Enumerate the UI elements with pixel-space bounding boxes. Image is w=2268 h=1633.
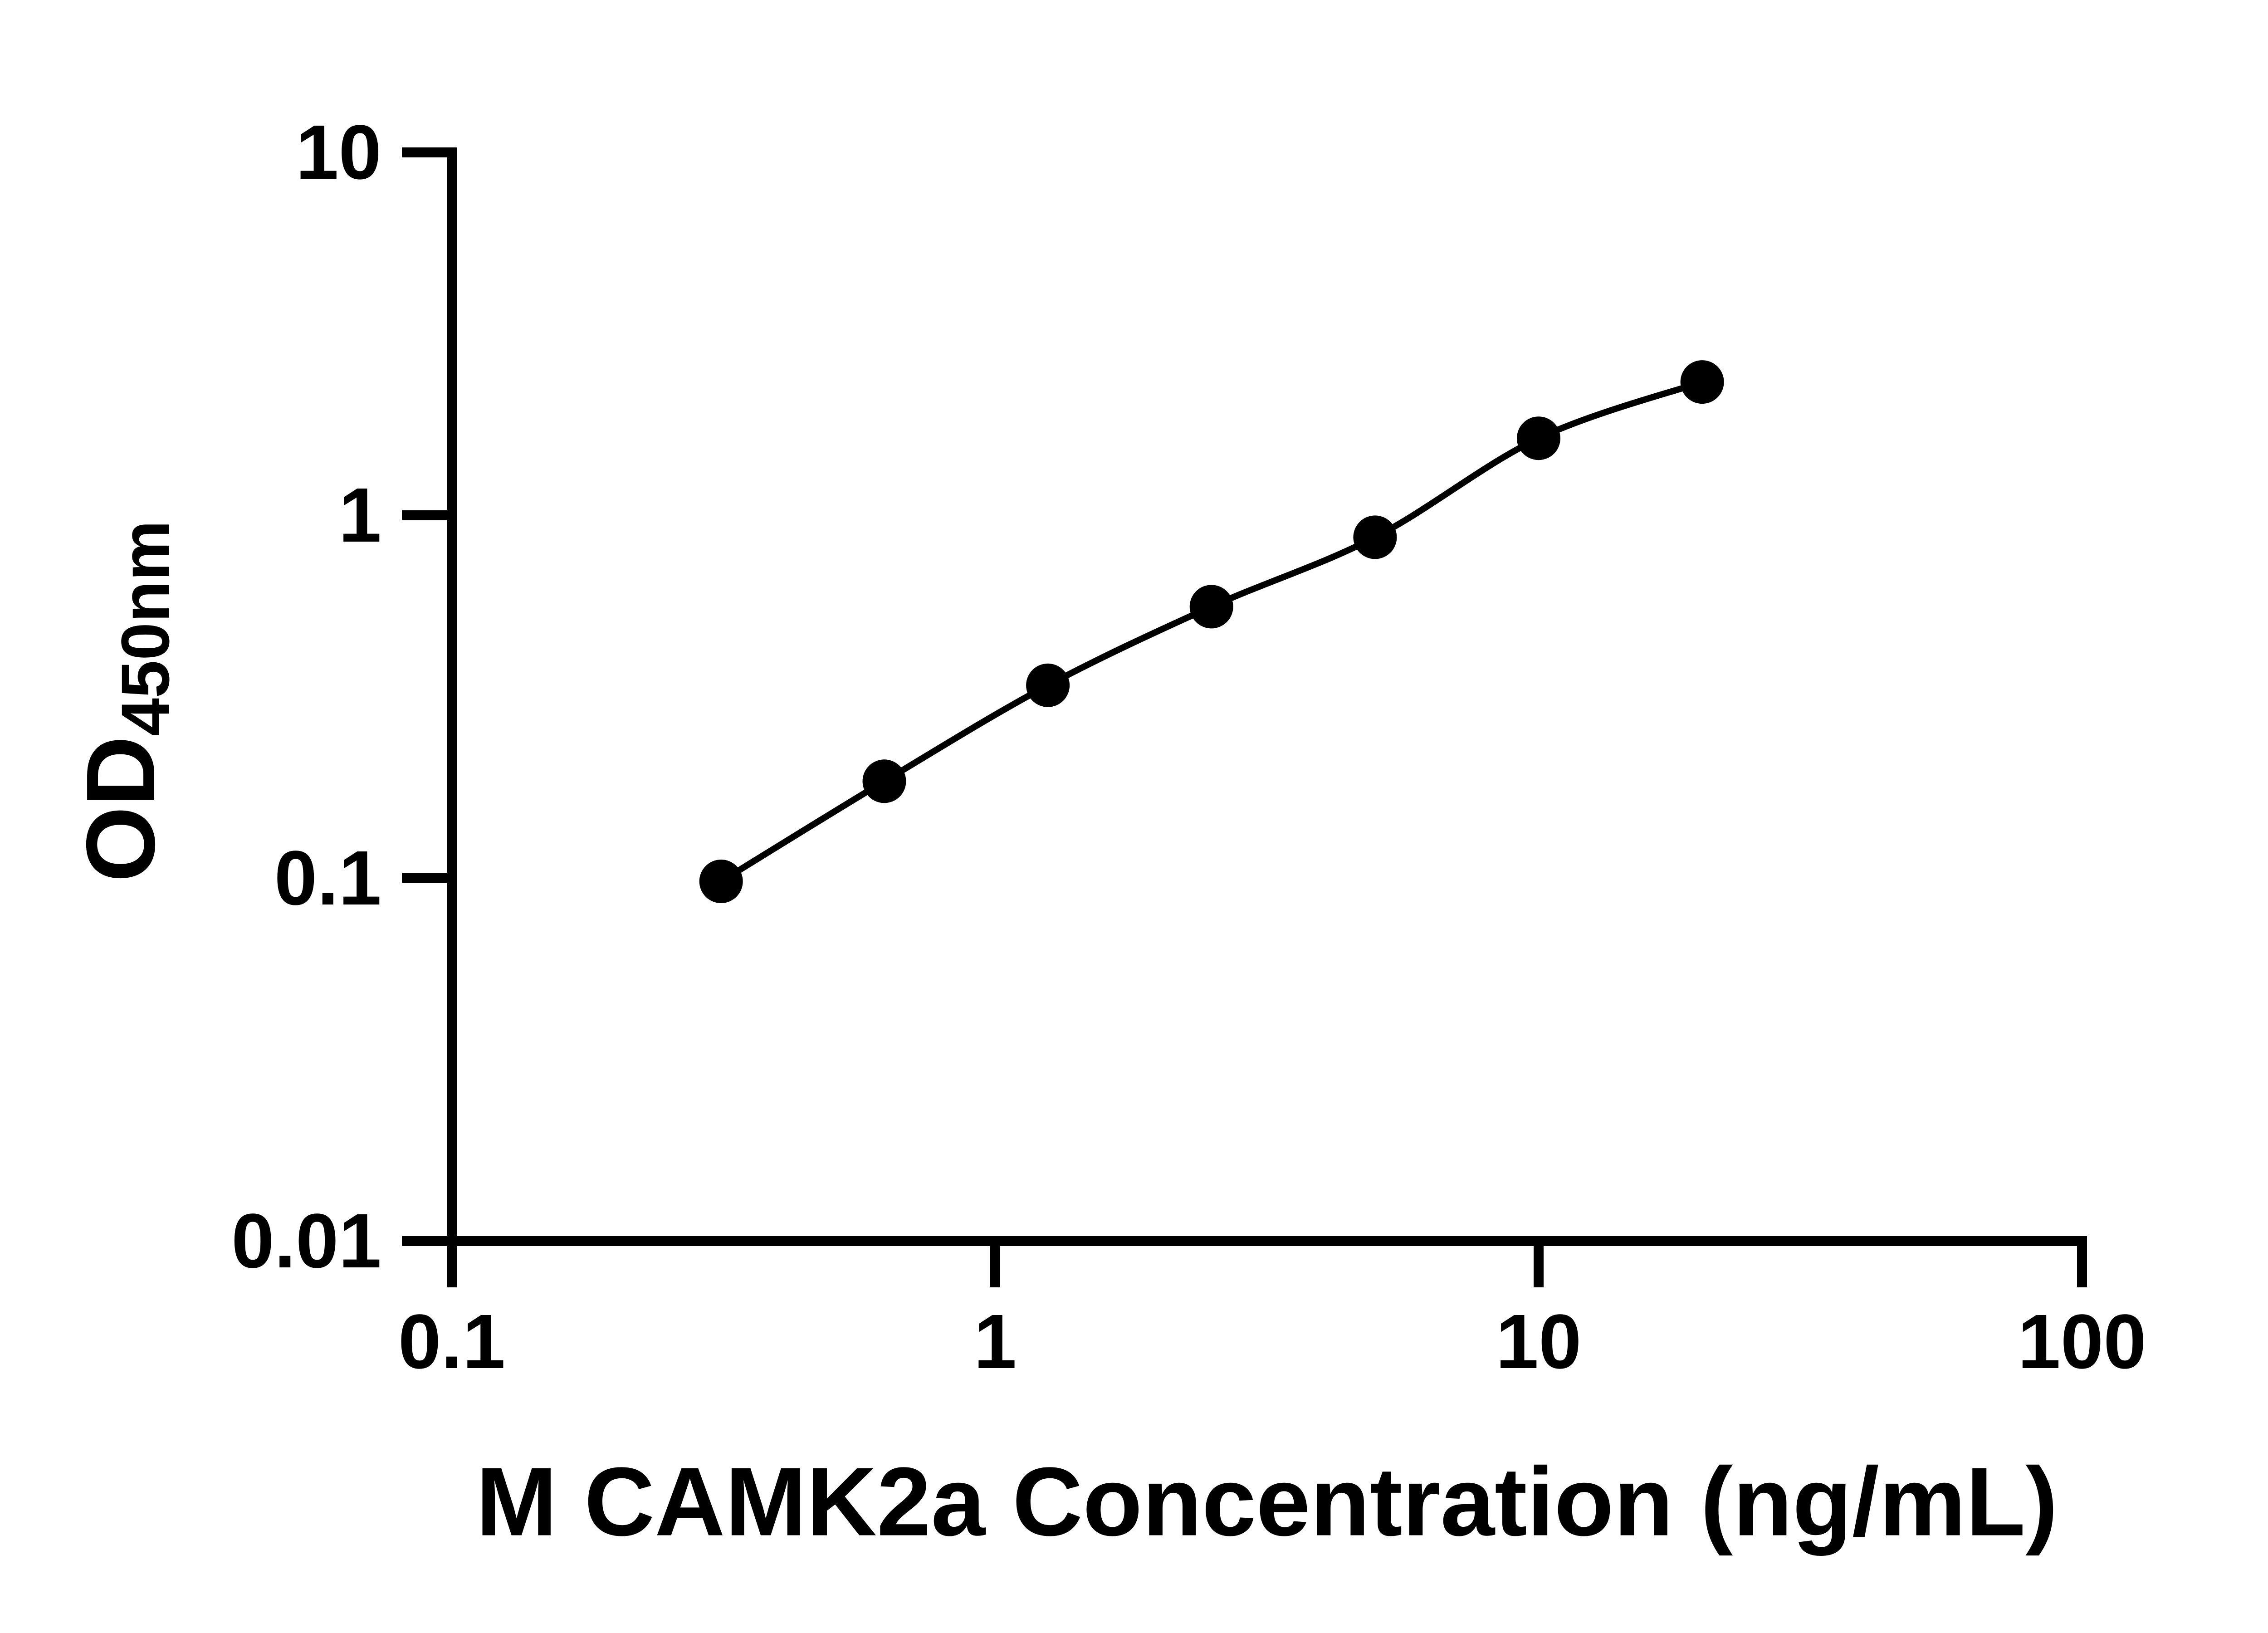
data-point-marker	[699, 860, 743, 903]
y-tick-label: 1	[338, 472, 381, 558]
data-point-marker	[1189, 585, 1233, 629]
x-tick-label: 1	[974, 1299, 1017, 1385]
data-point-marker	[1517, 416, 1560, 460]
data-point-marker	[1026, 663, 1070, 707]
fit-curve-line	[718, 379, 1706, 885]
data-point-marker	[862, 759, 906, 803]
y-tick-label: 0.1	[274, 835, 381, 921]
y-tick-label: 10	[296, 109, 381, 196]
y-axis-title-main: OD	[66, 736, 175, 882]
y-axis-title-subscript: 450nm	[107, 520, 183, 736]
x-tick-label: 10	[1496, 1299, 1581, 1385]
x-tick-label: 0.1	[398, 1299, 505, 1385]
data-point-marker	[1353, 515, 1397, 559]
y-axis-title: OD450nm	[66, 520, 184, 882]
y-tick-label: 0.01	[231, 1198, 381, 1284]
x-axis-title: M CAMK2a Concentration (ng/mL)	[476, 1447, 2058, 1556]
data-point-marker	[1680, 360, 1724, 404]
x-tick-label: 100	[2018, 1299, 2146, 1385]
